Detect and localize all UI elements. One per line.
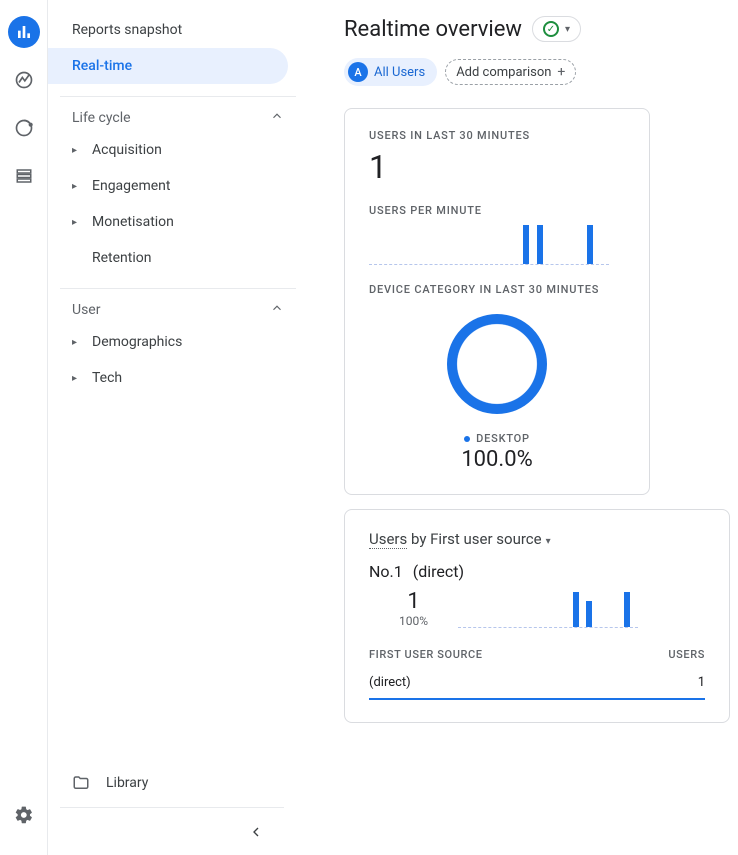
chevron-up-icon bbox=[270, 109, 284, 127]
nav-realtime[interactable]: Real-time bbox=[48, 48, 288, 84]
donut-legend-value: 100.0% bbox=[369, 447, 625, 472]
device-category-label: DEVICE CATEGORY IN LAST 30 MINUTES bbox=[369, 283, 625, 296]
users-30min-value: 1 bbox=[369, 148, 625, 186]
chip-add-comparison[interactable]: Add comparison + bbox=[445, 59, 576, 85]
nav-section-lifecycle-label: Life cycle bbox=[72, 110, 131, 126]
card-realtime-users: USERS IN LAST 30 MINUTES 1 USERS PER MIN… bbox=[344, 108, 650, 495]
nav-monetisation[interactable]: ▸ Monetisation bbox=[48, 204, 296, 240]
donut-legend-name: DESKTOP bbox=[476, 432, 530, 445]
nav-engagement-label: Engagement bbox=[92, 178, 170, 194]
rail-configure-icon[interactable] bbox=[8, 160, 40, 192]
caret-right-icon: ▸ bbox=[72, 181, 88, 192]
col-users: USERS bbox=[668, 648, 705, 661]
nav-section-lifecycle[interactable]: Life cycle bbox=[60, 96, 296, 132]
nav-section-user[interactable]: User bbox=[60, 288, 296, 324]
card2-title[interactable]: Users by First user source ▾ bbox=[369, 530, 705, 548]
check-circle-icon: ✓ bbox=[543, 21, 559, 37]
nav-retention-label: Retention bbox=[92, 250, 152, 266]
device-donut-chart bbox=[447, 314, 547, 414]
page-title: Realtime overview bbox=[344, 17, 522, 42]
main-content: Realtime overview ✓ ▾ A All Users Add co… bbox=[296, 0, 738, 855]
card2-metric: Users bbox=[369, 530, 407, 549]
nav-library-label: Library bbox=[106, 775, 148, 791]
nav-tech[interactable]: ▸ Tech bbox=[48, 360, 296, 396]
plus-icon: + bbox=[557, 64, 565, 80]
chip-label: All Users bbox=[374, 65, 425, 80]
caret-down-icon: ▾ bbox=[565, 24, 570, 35]
caret-down-icon: ▾ bbox=[546, 536, 551, 547]
nav-reports-snapshot[interactable]: Reports snapshot bbox=[48, 12, 288, 48]
folder-icon bbox=[72, 774, 90, 792]
caret-right-icon: ▸ bbox=[72, 373, 88, 384]
caret-right-icon: ▸ bbox=[72, 337, 88, 348]
sidebar-collapse[interactable] bbox=[60, 807, 284, 855]
card-users-by-source: Users by First user source ▾ No.1 (direct… bbox=[344, 509, 730, 723]
rank-label: No.1 bbox=[369, 562, 403, 581]
rail-admin-icon[interactable] bbox=[8, 799, 40, 831]
nav-demographics[interactable]: ▸ Demographics bbox=[48, 324, 296, 360]
source-bar-chart bbox=[458, 590, 638, 628]
rail-advertising-icon[interactable] bbox=[8, 112, 40, 144]
nav-library[interactable]: Library bbox=[48, 759, 296, 807]
chevron-left-icon bbox=[248, 824, 264, 840]
users-30min-label: USERS IN LAST 30 MINUTES bbox=[369, 129, 625, 142]
col-source: FIRST USER SOURCE bbox=[369, 648, 483, 661]
caret-right-icon: ▸ bbox=[72, 145, 88, 156]
chip-add-label: Add comparison bbox=[456, 65, 551, 80]
nav-retention[interactable]: Retention bbox=[48, 240, 296, 276]
nav-tech-label: Tech bbox=[92, 370, 122, 386]
card2-dimension: by First user source bbox=[407, 530, 541, 548]
users-per-minute-label: USERS PER MINUTE bbox=[369, 204, 625, 217]
nav-monetisation-label: Monetisation bbox=[92, 214, 174, 230]
stat-value: 1 bbox=[399, 589, 428, 614]
users-per-minute-chart bbox=[369, 223, 609, 265]
cell-users: 1 bbox=[698, 675, 705, 690]
sidebar: Reports snapshot Real-time Life cycle ▸ A… bbox=[48, 0, 296, 855]
nav-acquisition[interactable]: ▸ Acquisition bbox=[48, 132, 296, 168]
caret-right-icon: ▸ bbox=[72, 217, 88, 228]
nav-acquisition-label: Acquisition bbox=[92, 142, 162, 158]
chip-badge: A bbox=[348, 62, 368, 82]
cell-source: (direct) bbox=[369, 675, 411, 690]
rail-reports-icon[interactable] bbox=[8, 16, 40, 48]
chip-all-users[interactable]: A All Users bbox=[344, 58, 437, 86]
status-pill[interactable]: ✓ ▾ bbox=[532, 16, 581, 42]
stat-pct: 100% bbox=[399, 614, 428, 628]
rail-explore-icon[interactable] bbox=[8, 64, 40, 96]
icon-rail bbox=[0, 0, 48, 855]
rank-value: (direct) bbox=[413, 562, 464, 581]
nav-section-user-label: User bbox=[72, 302, 100, 318]
legend-dot-icon bbox=[464, 436, 470, 442]
nav-demographics-label: Demographics bbox=[92, 334, 182, 350]
table-row[interactable]: (direct) 1 bbox=[369, 667, 705, 700]
nav-engagement[interactable]: ▸ Engagement bbox=[48, 168, 296, 204]
chevron-up-icon bbox=[270, 301, 284, 319]
donut-legend: DESKTOP bbox=[369, 432, 625, 445]
sidebar-bottom: Library bbox=[48, 759, 296, 855]
